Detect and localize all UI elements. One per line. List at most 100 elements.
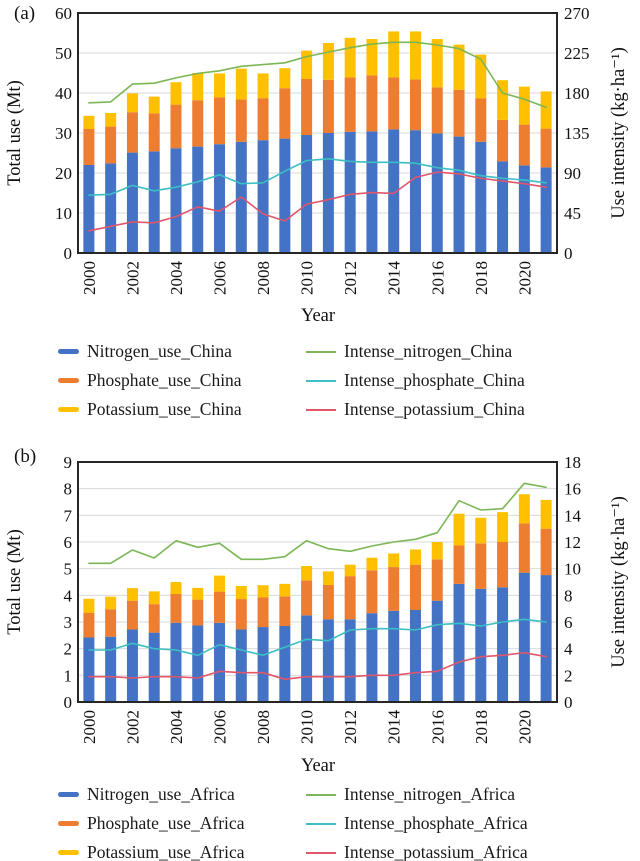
- x-axis-tick-label: 2006: [211, 710, 230, 744]
- right-axis-tick-label: 14: [564, 506, 582, 525]
- bar-segment-potassium_use_china: [301, 50, 313, 79]
- legend-item-intense_potassium_china: Intense_potassium_China: [306, 399, 618, 420]
- panel-a-chart: 0 10 20 30 40 50 60 0 45 90 135 180 225 270 2000 2002 20…: [5, 4, 629, 295]
- left-axis-tick-label: 10: [55, 204, 72, 223]
- bar-segment-phosphate_use_china: [540, 128, 552, 168]
- bar-segment-phosphate_use_africa: [540, 528, 552, 576]
- left-axis-tick-label: 60: [55, 4, 72, 23]
- bar-segment-phosphate_use_china: [257, 98, 269, 141]
- bar-segment-phosphate_use_china: [105, 126, 117, 164]
- left-axis-tick-label: 0: [64, 244, 73, 263]
- x-axis-tick-label: 2018: [472, 710, 491, 744]
- bar-segment-nitrogen_use_africa: [366, 613, 378, 702]
- bar-segment-phosphate_use_africa: [453, 545, 465, 584]
- bar-segment-nitrogen_use_china: [170, 148, 182, 253]
- bar-segment-nitrogen_use_africa: [540, 575, 552, 702]
- legend-swatch-phosphate_use_china: [58, 378, 79, 383]
- bar-segment-nitrogen_use_china: [105, 163, 117, 253]
- bar-segment-nitrogen_use_africa: [170, 622, 182, 702]
- legend-swatch-potassium_use_africa: [58, 850, 79, 855]
- bar-segment-nitrogen_use_africa: [235, 629, 247, 702]
- legend-label: Intense_potassium_China: [344, 399, 525, 419]
- x-axis-tick-label: 2008: [254, 261, 273, 295]
- bar-segment-potassium_use_africa: [214, 575, 226, 592]
- left-axis-tick-label: 6: [64, 533, 73, 552]
- right-axis-tick-label: 225: [564, 44, 590, 63]
- x-axis-tick-label: 2008: [254, 710, 273, 744]
- legend-label: Intense_nitrogen_Africa: [344, 784, 516, 804]
- bar-segment-nitrogen_use_africa: [257, 627, 269, 702]
- bar-segment-potassium_use_africa: [322, 571, 334, 585]
- bar-segment-nitrogen_use_china: [257, 140, 269, 253]
- right-axis-tick-label: 0: [564, 693, 573, 712]
- bar-segment-potassium_use_africa: [409, 549, 421, 565]
- left-axis-tick-label: 30: [55, 124, 72, 143]
- bar-segment-phosphate_use_china: [453, 89, 465, 137]
- left-axis-tick-label: 8: [64, 480, 73, 499]
- bar-segment-potassium_use_africa: [170, 582, 182, 594]
- bar-segment-nitrogen_use_china: [518, 165, 530, 253]
- bar-segment-potassium_use_china: [322, 43, 334, 80]
- bar-segment-phosphate_use_china: [214, 97, 226, 145]
- legend-swatch-intense_potassium_africa: [306, 851, 336, 854]
- x-axis-tick-label: 2002: [123, 261, 142, 295]
- legend-item-intense_phosphate_africa: Intense_phosphate_Africa: [306, 813, 618, 834]
- right-axis-tick-label: 270: [564, 4, 590, 23]
- x-axis-tick-label: 2016: [428, 261, 447, 295]
- x-axis-tick-label: 2002: [123, 710, 142, 744]
- bar-segment-phosphate_use_china: [126, 112, 138, 153]
- bar-segment-nitrogen_use_africa: [214, 622, 226, 702]
- bar-segment-nitrogen_use_africa: [453, 583, 465, 702]
- right-axis-tick-label: 16: [564, 480, 581, 499]
- left-axis-tick-label: 5: [64, 560, 73, 579]
- bar-segment-nitrogen_use_china: [344, 131, 356, 253]
- bar-segment-potassium_use_africa: [540, 499, 552, 529]
- legend-swatch-phosphate_use_africa: [58, 821, 79, 826]
- bar-segment-nitrogen_use_china: [431, 133, 443, 253]
- bar-segment-potassium_use_africa: [301, 566, 313, 581]
- bar-segment-phosphate_use_africa: [214, 591, 226, 623]
- bar-segment-phosphate_use_africa: [518, 523, 530, 573]
- right-axis-tick-label: 8: [564, 586, 573, 605]
- legend-swatch-intense_phosphate_africa: [306, 822, 336, 825]
- bar-segment-phosphate_use_africa: [279, 596, 291, 626]
- bar-segment-phosphate_use_china: [366, 75, 378, 132]
- bar-segment-potassium_use_africa: [192, 587, 204, 600]
- right-axis-title: Use intensity (kg·ha⁻¹): [609, 496, 629, 668]
- bar-segment-potassium_use_africa: [388, 553, 400, 568]
- right-axis-tick-label: 2: [564, 666, 573, 685]
- bar-segment-potassium_use_africa: [148, 591, 160, 605]
- bar-segment-phosphate_use_africa: [366, 570, 378, 614]
- bar-segment-nitrogen_use_africa: [301, 615, 313, 702]
- bar-segment-nitrogen_use_china: [409, 130, 421, 253]
- bar-segment-phosphate_use_africa: [388, 567, 400, 611]
- line-intense_phosphate_africa: [88, 618, 547, 657]
- bar-segment-nitrogen_use_china: [453, 136, 465, 253]
- bar-segment-phosphate_use_china: [322, 79, 334, 133]
- x-axis-tick-label: 2000: [80, 710, 99, 744]
- line-intense_potassium_africa: [88, 651, 547, 681]
- bar-segment-nitrogen_use_africa: [497, 587, 509, 702]
- x-axis-tick-label: 2012: [341, 710, 360, 744]
- bar-segment-nitrogen_use_africa: [475, 588, 487, 702]
- bar-segment-potassium_use_china: [235, 68, 247, 100]
- bar-segment-phosphate_use_africa: [192, 599, 204, 626]
- bar-segment-potassium_use_africa: [366, 557, 378, 571]
- panel-b-legend: Nitrogen_use_Africa Intense_nitrogen_Afri…: [58, 784, 618, 861]
- bar-segment-phosphate_use_africa: [83, 612, 95, 638]
- bar-segment-phosphate_use_china: [344, 77, 356, 132]
- bar-segment-phosphate_use_africa: [322, 584, 334, 620]
- bar-segment-phosphate_use_china: [388, 77, 400, 130]
- bar-segment-potassium_use_china: [148, 96, 160, 114]
- bar-segment-nitrogen_use_africa: [279, 626, 291, 702]
- right-axis-tick-label: 10: [564, 560, 581, 579]
- bar-segment-phosphate_use_africa: [301, 580, 313, 616]
- legend-swatch-nitrogen_use_china: [58, 349, 79, 354]
- left-axis-tick-label: 1: [64, 666, 73, 685]
- x-axis-tick-label: 2010: [298, 710, 317, 744]
- legend-item-nitrogen_use_africa: Nitrogen_use_Africa: [58, 784, 306, 805]
- bar-segment-potassium_use_africa: [126, 588, 138, 601]
- bar-segment-potassium_use_africa: [475, 517, 487, 544]
- bar-segment-phosphate_use_china: [192, 100, 204, 147]
- legend-item-potassium_use_china: Potassium_use_China: [58, 399, 306, 420]
